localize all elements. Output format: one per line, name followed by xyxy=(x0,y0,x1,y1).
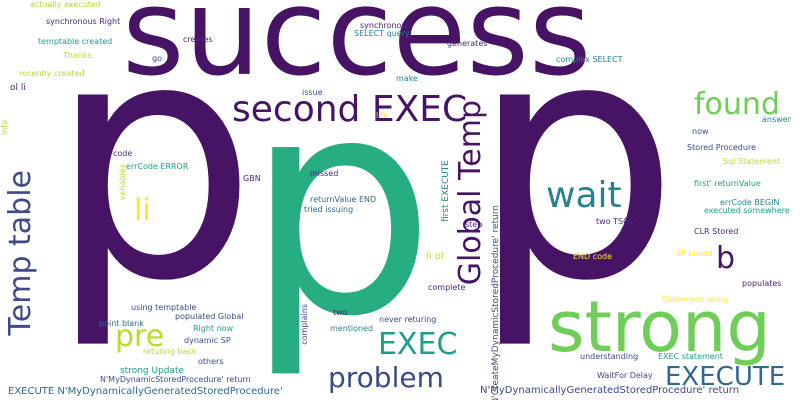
word-select-query: SELECT query xyxy=(354,30,410,38)
word-ol-li-top: ol li xyxy=(10,84,26,93)
word-complex-select: complex SELECT xyxy=(556,56,623,64)
word-missed: missed xyxy=(310,170,338,178)
word-dynamic-sp: dynamic SP xyxy=(184,337,231,345)
word-using-temptable: using temptable xyxy=(131,304,196,312)
word-returing-back: returing back xyxy=(143,348,196,356)
word-end-code: END code xyxy=(573,253,612,261)
word-right-now: Right now xyxy=(193,325,233,333)
word-exec-statement: EXEC statement xyxy=(658,353,723,361)
word-never-returing: never returing xyxy=(379,316,436,324)
word-temp-table: Temp table xyxy=(6,170,36,335)
word-stored-procedure: Stored Procedure xyxy=(687,144,756,152)
word-info: info xyxy=(1,120,9,135)
word-go: go xyxy=(152,55,162,63)
word-complete: complete xyxy=(428,284,465,292)
word-statement-using: Statement using xyxy=(662,296,728,304)
word-execute-generated-sp: EXECUTE N'MyDynamicallyGeneratedStoredPr… xyxy=(8,387,283,397)
word-temptable-created: temptable created xyxy=(38,38,112,46)
word-exec: EXEC xyxy=(378,330,457,360)
word-global-temp: Global Temp xyxy=(456,100,486,285)
word-complains: complains xyxy=(301,304,309,345)
word-strong-update: strong Update xyxy=(120,367,184,376)
word-waitfor-delay: WaitFor Delay xyxy=(597,372,653,380)
word-n-create-dynamic-sp: N'CreateMyDynamicStoredProcedure' return xyxy=(492,205,501,400)
word-sql-statement: Sql Statement xyxy=(723,158,780,166)
word-b: b xyxy=(716,244,735,274)
word-now: now xyxy=(692,128,709,136)
word-two-tsql: two TSQL xyxy=(596,218,634,226)
word-populated-global: populated Global xyxy=(175,313,243,321)
word-sp-based: SP based xyxy=(676,250,713,258)
word-returnvalue-end: returnValue END xyxy=(310,196,376,204)
word-second-exec: second EXEC xyxy=(232,92,467,128)
word-recently-created: recently created xyxy=(19,70,85,78)
word-code: code xyxy=(113,150,132,158)
word-mentioned: mentioned xyxy=(330,325,373,333)
word-life: life xyxy=(376,112,388,120)
word-answer: answer xyxy=(762,116,791,124)
word-understanding: understanding xyxy=(580,353,638,361)
word-clr-stored: CLR Stored xyxy=(694,228,738,236)
word-gbn: GBN xyxy=(243,175,261,183)
word-first-execute: first EXECUTE xyxy=(442,160,451,222)
word-tried-issuing: tried issuing xyxy=(304,206,353,214)
word-step: step xyxy=(465,221,482,229)
word-generates: generates xyxy=(447,40,487,48)
word-make: make xyxy=(396,75,418,83)
word-errcode-error: errCode ERROR xyxy=(126,163,188,171)
word-two: two xyxy=(333,309,348,317)
word-actually-executed: actually executed xyxy=(30,1,101,9)
word-n-generated-sp-return: N'MyDynamicallyGeneratedStoredProcedure'… xyxy=(480,386,739,396)
word-thanks: Thanks xyxy=(63,52,92,60)
word-point-blank: point blank xyxy=(99,320,144,328)
word-wait: wait xyxy=(546,178,622,214)
word-others: others xyxy=(198,358,223,366)
word-synchronous-right: synchronous Right xyxy=(46,18,120,26)
word-success: success xyxy=(122,0,591,94)
word-populates: populates xyxy=(742,280,781,288)
word-executed-somewhere: executed somewhere xyxy=(704,207,790,215)
word-li: li xyxy=(134,196,151,226)
word-creates: creates xyxy=(183,36,213,44)
word-variables: variables xyxy=(119,164,127,200)
word-problem: problem xyxy=(328,364,444,392)
word-issue: issue xyxy=(302,89,323,97)
word-li-ol: li ol xyxy=(426,252,444,262)
word-n-dynamic-sp-return: N'MyDynamicStoredProcedure' return xyxy=(100,376,251,384)
word-first-returnvalue: first' returnValue xyxy=(694,180,761,188)
